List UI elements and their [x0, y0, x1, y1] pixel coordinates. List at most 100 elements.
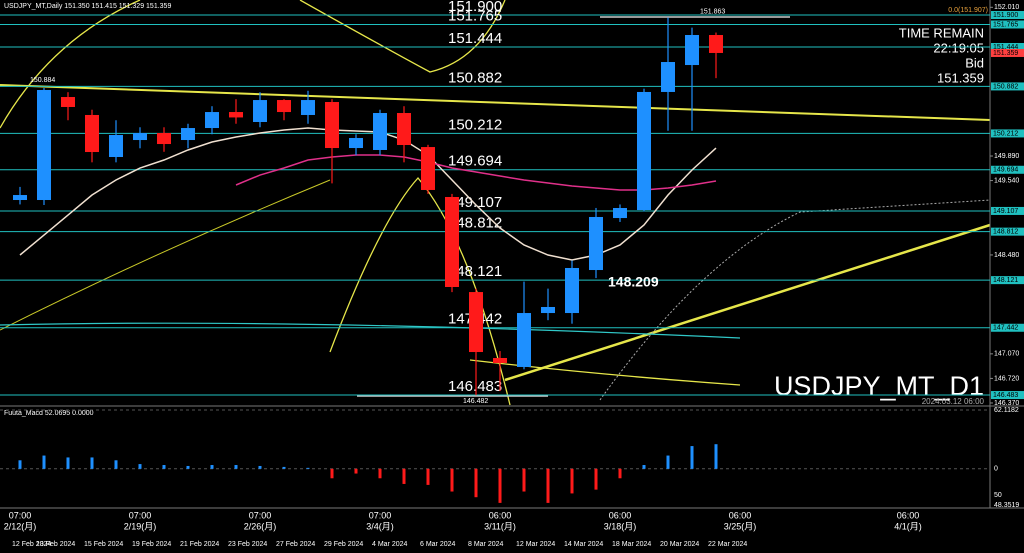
macd-bar: [330, 468, 334, 479]
x-tick-label: 4 Mar 2024: [372, 541, 408, 548]
macd-bar: [450, 468, 454, 492]
level-label: 151.900: [448, 0, 502, 15]
macd-header: Fuuta_Macd 52.0695 0.0000: [4, 410, 94, 417]
level-label: 146.483: [448, 378, 502, 395]
macd-tick-label: 50: [994, 492, 1002, 499]
macd-bar: [570, 468, 574, 494]
band-lower: [469, 359, 741, 386]
candle-body: [325, 102, 339, 149]
x-date-label: 3/11(月): [484, 521, 516, 531]
annotation: 151.863: [700, 8, 725, 15]
candle-body: [181, 128, 195, 141]
level-label: 148.121: [448, 263, 502, 280]
x-date-label: 2/26(月): [244, 521, 277, 531]
macd-bar: [354, 468, 358, 474]
candle-body: [421, 147, 435, 190]
candle-body: [373, 113, 387, 150]
level-box: [991, 11, 1024, 20]
macd-bar: [546, 468, 550, 503]
macd-bar: [426, 468, 430, 485]
macd-bar: [162, 465, 166, 469]
level-box: [991, 206, 1024, 215]
macd-bar: [642, 465, 646, 469]
level-box: [991, 323, 1024, 332]
macd-bar: [306, 467, 310, 469]
macd-bar: [522, 468, 526, 492]
x-tick-label: 20 Mar 2024: [660, 541, 699, 548]
candle-body: [13, 195, 27, 201]
level-box-label: 147.442: [993, 325, 1018, 332]
trendline: [504, 223, 991, 382]
level-box: [991, 227, 1024, 236]
level-box: [991, 276, 1024, 285]
x-time-label: 06:00: [609, 510, 632, 520]
x-tick-label: 22 Mar 2024: [708, 541, 747, 548]
macd-bar: [378, 468, 382, 479]
candle-body: [445, 196, 459, 288]
candle-body: [61, 97, 75, 107]
x-tick-label: 27 Feb 2024: [276, 541, 315, 548]
band-lower: [0, 179, 331, 331]
x-time-label: 07:00: [369, 510, 392, 520]
macd-bar: [666, 455, 670, 469]
candle-body: [541, 306, 555, 314]
macd-tick-label: 0: [994, 466, 998, 473]
annotation: 146.482: [463, 398, 488, 405]
macd-bar: [498, 468, 502, 503]
ma-long: [0, 322, 741, 339]
trendline: [0, 84, 991, 121]
macd-bar: [114, 460, 118, 469]
x-time-label: 07:00: [9, 510, 32, 520]
band-lower: [329, 177, 511, 406]
level-box-label: 151.765: [993, 21, 1018, 28]
macd-bar: [618, 468, 622, 479]
level-box-label: 146.483: [993, 392, 1018, 399]
x-date-label: 3/18(月): [604, 521, 637, 531]
x-date-label: 2/19(月): [124, 521, 157, 531]
macd-tick-label: 62.1182: [994, 407, 1019, 414]
candle-body: [397, 113, 411, 146]
candle-body: [253, 100, 267, 122]
level-box: [991, 20, 1024, 29]
level-box: [991, 129, 1024, 138]
macd-bar: [210, 465, 214, 469]
info-value: 151.359: [937, 70, 984, 85]
candle-body: [469, 292, 483, 353]
macd-bar: [18, 460, 22, 469]
macd-bar: [138, 464, 142, 469]
x-time-label: 06:00: [729, 510, 752, 520]
watermark: 2024.03.12 06:00: [922, 397, 985, 406]
macd-bar: [594, 468, 598, 490]
macd-bar: [186, 465, 190, 469]
y-tick-label: 152.010: [994, 4, 1019, 11]
x-tick-label: 12 Feb 2024: [12, 541, 51, 548]
candle-body: [205, 112, 219, 129]
x-date-label: 2/12(月): [4, 521, 37, 531]
x-time-label: 06:00: [897, 510, 920, 520]
symbol-label: USDJPY_MT_D1: [774, 371, 984, 401]
ma-line: [235, 154, 717, 191]
y-tick-label: 149.540: [994, 177, 1019, 184]
candle-body: [349, 137, 363, 149]
macd-bar: [66, 457, 70, 469]
macd-bar: [690, 446, 694, 469]
candle-body: [229, 112, 243, 118]
x-time-label: 07:00: [249, 510, 272, 520]
x-tick-label: 13 Feb 2024: [36, 541, 75, 548]
candle-body: [661, 62, 675, 92]
header: USDJPY_MT,Daily 151.350 151.415 151.329 …: [4, 3, 171, 10]
info-label: TIME REMAIN: [899, 25, 984, 40]
level-label: 149.107: [448, 194, 502, 211]
level-label: 150.882: [448, 69, 502, 86]
fib-label: 0.0(151.907): [948, 7, 988, 14]
bid-box-label: 151.359: [993, 50, 1018, 57]
y-tick-label: 149.890: [994, 153, 1019, 160]
candle-body: [157, 133, 171, 145]
macd-bar: [42, 455, 46, 469]
x-time-label: 06:00: [489, 510, 512, 520]
level-box-label: 148.812: [993, 228, 1018, 235]
level-box-label: 149.694: [993, 167, 1018, 174]
level-box-label: 150.882: [993, 83, 1018, 90]
band-upper: [0, 0, 141, 129]
